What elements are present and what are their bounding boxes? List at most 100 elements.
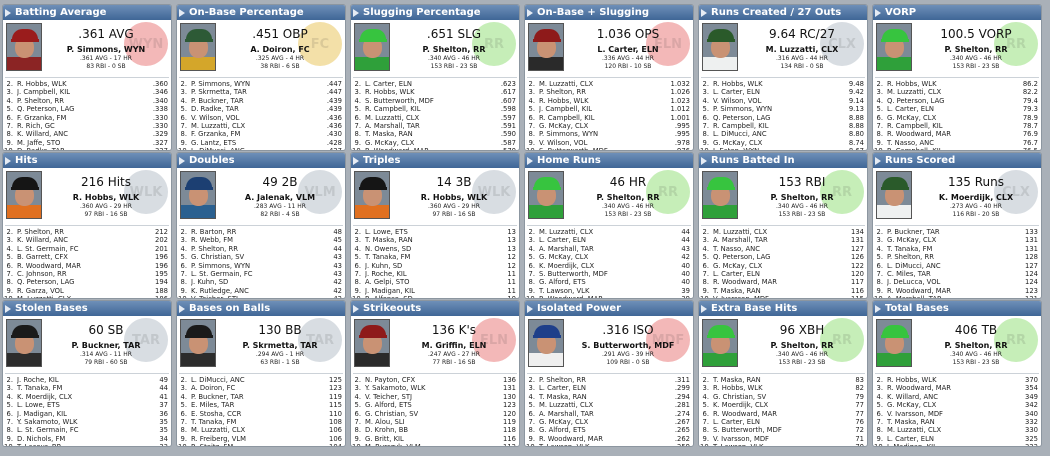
player-name-link[interactable]: S. Butterworth, MDF [365,96,434,105]
player-name-link[interactable]: P. Simmons, WYN [713,105,773,114]
player-name-link[interactable]: G. Alford, ETS [539,278,586,287]
expand-triangle-icon[interactable] [701,304,707,313]
card-header[interactable]: Strikeouts [351,301,519,316]
player-name-link[interactable]: D. Radke, TAR [191,105,239,114]
leader-row[interactable]: 5. G. Alford, ETS 123 [351,401,519,409]
leader-row[interactable]: 8. P. Simmons, WYN .995 [525,130,693,138]
leader-row[interactable]: 2. P. Shelton, RR .311 [525,376,693,384]
leader-row[interactable]: 6. V. Wilson, VOL .436 [177,114,345,122]
player-name-link[interactable]: M. Luzzatti, CLX [887,426,942,435]
player-name-link[interactable]: V. Wilson, VOL [713,96,762,105]
leader-row[interactable]: 3. R. Hobbs, WLK .617 [351,88,519,96]
player-name-link[interactable]: G. Alford, ETS [365,401,412,410]
leader-row[interactable]: 2. M. Luzzatti, CLX 1.032 [525,80,693,88]
leader-row[interactable]: 9. R. Woodward, MAR .262 [525,435,693,443]
leader-row[interactable]: 6. V. Ivarsson, MDF 340 [873,410,1041,418]
leader-row[interactable]: 10.R. Campbell, KIL76.5 [873,147,1041,150]
leader-row[interactable]: 10.T. Lawson, VLK.259 [525,443,693,446]
player-name-link[interactable]: V. Ivarsson, MDF [713,434,769,443]
leader-row[interactable]: 7. R. Campbell, KIL 78.7 [873,122,1041,130]
player-name-link[interactable]: J. Madigan, KIL [365,286,415,295]
player-photo[interactable] [180,171,216,219]
leader-row[interactable]: 5. R. Campbell, KIL .598 [351,105,519,113]
leader-row[interactable]: 3. J. Campbell, KIL .346 [3,88,171,96]
leader-row[interactable]: 3. L. Carter, ELN .299 [525,384,693,392]
player-name-link[interactable]: R. Hobbs, WLK [887,80,937,88]
player-name-link[interactable]: V. Ivarsson, MDF [887,409,943,418]
leader-row[interactable]: 3. Y. Sakamoto, WLK 131 [351,384,519,392]
player-name-link[interactable]: T. Maska, RAN [887,417,935,426]
player-name-link[interactable]: K. Willard, ANC [887,392,938,401]
leader-row[interactable]: 4. K. Willard, ANC 349 [873,393,1041,401]
leader-row[interactable]: 7. L. Carter, ELN 120 [699,270,867,278]
player-photo[interactable] [702,319,738,367]
player-photo[interactable] [876,23,912,71]
expand-triangle-icon[interactable] [527,8,533,17]
expand-triangle-icon[interactable] [353,304,359,313]
leader-row[interactable]: 7. C. Johnson, RR 195 [3,270,171,278]
player-name-link[interactable]: P. Shelton, RR [887,253,934,262]
player-photo[interactable] [354,23,390,71]
leader-row[interactable]: 2. P. Shelton, RR 212 [3,228,171,236]
player-name-link[interactable]: G. McKay, CLX [887,401,937,410]
player-name-link[interactable]: P. Buckner, TAR [887,228,940,236]
leader-player-name[interactable]: R. Hobbs, WLK [72,193,140,202]
expand-triangle-icon[interactable] [875,156,881,165]
leader-row[interactable]: 3. P. Skrmetta, TAR .447 [177,88,345,96]
player-name-link[interactable]: C. Johnson, RR [17,269,67,278]
player-name-link[interactable]: P. Buckner, TAR [191,392,244,401]
leader-row[interactable]: 5. Q. Peterson, LAG .338 [3,105,171,113]
leader-row[interactable]: 7. L. St. Germain, FC 43 [177,270,345,278]
leader-row[interactable]: 8. M. Luzzatti, CLX 330 [873,426,1041,434]
player-name-link[interactable]: L. St. Germain, FC [191,269,253,278]
player-name-link[interactable]: V. Teicher, STJ [191,295,318,298]
player-name-link[interactable]: S. Butterworth, MDF [539,147,666,150]
player-name-link[interactable]: R. Woodward, MAR [887,384,952,393]
player-name-link[interactable]: D. Nichols, FM [17,434,66,443]
leader-row[interactable]: 3. M. Luzzatti, CLX 82.2 [873,88,1041,96]
leader-player-name[interactable]: P. Shelton, RR [596,193,660,202]
leader-row[interactable]: 5. E. Miles, TAR 115 [177,401,345,409]
player-name-link[interactable]: V. Wilson, VOL [539,138,588,147]
player-name-link[interactable]: K. Willard, ANC [17,130,68,139]
leader-row[interactable]: 4. P. Shelton, RR 44 [177,245,345,253]
leader-player-name[interactable]: M. Luzzatti, CLX [765,45,839,54]
card-header[interactable]: Hits [3,153,171,168]
player-name-link[interactable]: J. Campbell, KIL [539,105,593,114]
player-name-link[interactable]: Y. Sakamoto, WLK [17,417,78,426]
leader-player-name[interactable]: M. Griffin, ELN [421,341,487,350]
player-photo[interactable] [876,319,912,367]
player-name-link[interactable]: Q. Peterson, LAG [17,105,75,114]
leader-row[interactable]: 8. G. Alford, ETS 40 [525,278,693,286]
leader-row[interactable]: 5. J. Campbell, KIL 1.012 [525,105,693,113]
player-name-link[interactable]: J. Madigan, KIL [17,409,67,418]
player-name-link[interactable]: K. Willard, ANC [17,236,68,245]
leader-row[interactable]: 7. R. Campbell, KIL 8.88 [699,122,867,130]
player-photo[interactable] [528,319,564,367]
player-name-link[interactable]: R. Campbell, KIL [887,147,1014,150]
player-name-link[interactable]: J. Roche, KIL [17,376,59,384]
leader-row[interactable]: 2. L. DiMucci, ANC 125 [177,376,345,384]
leader-row[interactable]: 8. G. Alford, ETS .265 [525,426,693,434]
leader-row[interactable]: 6. E. Stosha, CCR 110 [177,410,345,418]
leader-row[interactable]: 9. M. Jaffe, STO .327 [3,139,171,147]
leader-row[interactable]: 5. Q. Peterson, LAG 126 [699,253,867,261]
leader-row[interactable]: 7. S. Butterworth, MDF 40 [525,270,693,278]
leader-row[interactable]: 4. A. Marshall, TAR 43 [525,245,693,253]
player-name-link[interactable]: R. Steitz, FM [191,443,318,446]
player-name-link[interactable]: Q. Peterson, LAG [887,96,945,105]
player-photo[interactable] [528,23,564,71]
leader-row[interactable]: 6. M. Luzzatti, CLX .597 [351,114,519,122]
player-name-link[interactable]: L. Carter, ELN [539,236,586,245]
player-name-link[interactable]: A. Marshall, TAR [539,409,594,418]
player-photo[interactable] [6,23,42,71]
card-header[interactable]: Isolated Power [525,301,693,316]
card-header[interactable]: Home Runs [525,153,693,168]
leader-row[interactable]: 4. T. Maska, RAN .294 [525,393,693,401]
expand-triangle-icon[interactable] [875,304,881,313]
leader-row[interactable]: 4. S. Butterworth, MDF .607 [351,97,519,105]
player-name-link[interactable]: R. Woodward, MAR [713,278,778,287]
leader-row[interactable]: 9. R. Freiberg, VLM 106 [177,435,345,443]
expand-triangle-icon[interactable] [5,8,11,17]
card-header[interactable]: Stolen Bases [3,301,171,316]
